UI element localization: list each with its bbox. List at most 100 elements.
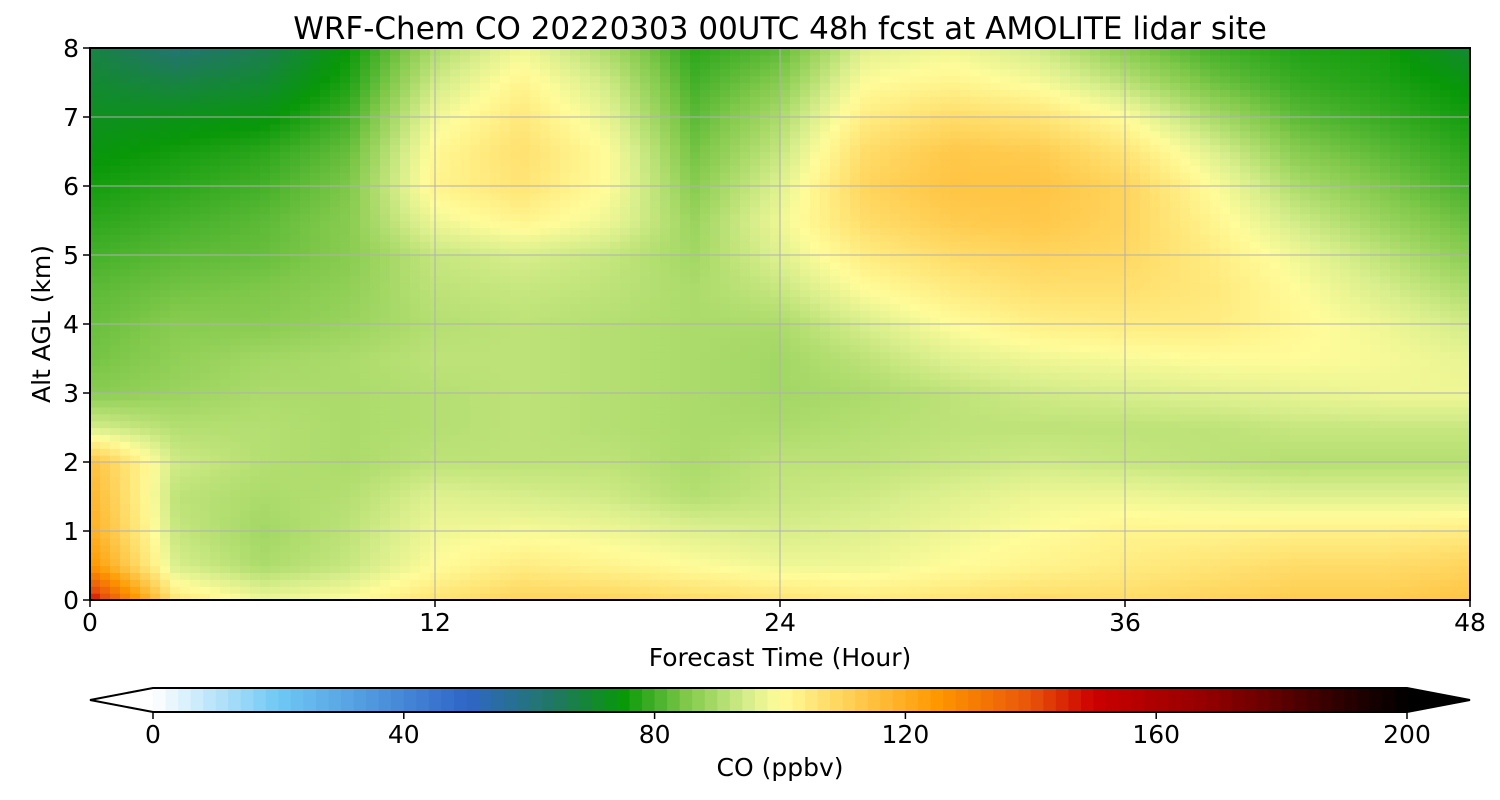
heatmap-cell — [130, 455, 141, 463]
heatmap-cell — [450, 241, 461, 249]
heatmap-cell — [200, 220, 211, 228]
heatmap-cell — [420, 61, 431, 70]
heatmap-cell — [360, 123, 371, 132]
heatmap-cell — [390, 317, 401, 325]
heatmap-cell — [570, 317, 581, 325]
heatmap-cell — [150, 241, 161, 249]
heatmap-cell — [420, 213, 431, 222]
heatmap-cell — [470, 448, 481, 456]
heatmap-cell — [200, 544, 211, 553]
heatmap-cell — [240, 130, 251, 139]
heatmap-cell — [220, 406, 231, 415]
heatmap-cell — [100, 537, 111, 546]
heatmap-cell — [420, 220, 431, 228]
heatmap-cell — [410, 586, 421, 594]
heatmap-cell — [270, 255, 281, 263]
heatmap-cell — [670, 537, 681, 546]
heatmap-cell — [660, 282, 671, 291]
heatmap-cell — [580, 572, 591, 580]
heatmap-cell — [100, 524, 111, 532]
heatmap-cell — [140, 117, 151, 125]
heatmap-cell — [500, 344, 511, 353]
heatmap-cell — [680, 517, 691, 525]
heatmap-cell — [250, 330, 261, 339]
heatmap-cell — [580, 586, 591, 594]
heatmap-cell — [690, 75, 701, 84]
heatmap-cell — [480, 186, 491, 194]
heatmap-cell — [140, 172, 151, 180]
heatmap-cell — [110, 379, 121, 387]
heatmap-cell — [170, 130, 181, 139]
heatmap-cell — [680, 586, 691, 594]
heatmap-cell — [180, 268, 191, 277]
heatmap-cell — [250, 296, 261, 304]
heatmap-cell — [410, 137, 421, 146]
heatmap-cell — [690, 317, 701, 325]
heatmap-cell — [420, 558, 431, 567]
heatmap-cell — [130, 165, 141, 173]
heatmap-cell — [510, 593, 521, 601]
heatmap-cell — [200, 234, 211, 242]
heatmap-cell — [540, 579, 551, 587]
heatmap-cell — [420, 75, 431, 84]
heatmap-cell — [680, 593, 691, 601]
heatmap-cell — [420, 482, 431, 491]
heatmap-cell — [470, 537, 481, 546]
heatmap-cell — [680, 455, 691, 463]
heatmap-cell — [270, 213, 281, 222]
heatmap-cell — [510, 186, 521, 194]
heatmap-cell — [400, 261, 411, 270]
heatmap-cell — [620, 344, 631, 353]
heatmap-cell — [200, 351, 211, 360]
heatmap-cell — [610, 317, 621, 325]
heatmap-cell — [230, 330, 241, 339]
heatmap-cell — [420, 54, 431, 63]
heatmap-cell — [610, 324, 621, 332]
heatmap-cell — [470, 261, 481, 270]
heatmap-cell — [200, 572, 211, 580]
heatmap-cell — [180, 489, 191, 498]
heatmap-cell — [400, 537, 411, 546]
heatmap-cell — [520, 289, 531, 297]
heatmap-cell — [150, 586, 161, 594]
heatmap-cell — [460, 379, 471, 387]
heatmap-cell — [510, 379, 521, 387]
heatmap-cell — [100, 324, 111, 332]
heatmap-cell — [300, 213, 311, 222]
heatmap-cell — [500, 448, 511, 456]
heatmap-cell — [470, 579, 481, 587]
heatmap-cell — [300, 572, 311, 580]
heatmap-cell — [550, 565, 561, 573]
heatmap-cell — [640, 275, 651, 284]
heatmap-cell — [690, 551, 701, 560]
heatmap-cell — [290, 517, 301, 525]
heatmap-cell — [480, 213, 491, 222]
heatmap-cell — [580, 330, 591, 339]
heatmap-cell — [340, 572, 351, 580]
heatmap-cell — [390, 48, 401, 56]
heatmap-cell — [350, 261, 361, 270]
heatmap-cell — [250, 82, 261, 90]
heatmap-cell — [480, 82, 491, 90]
heatmap-cell — [420, 330, 431, 339]
heatmap-cell — [150, 234, 161, 242]
heatmap-cell — [640, 117, 651, 125]
heatmap-cell — [150, 475, 161, 484]
heatmap-cell — [650, 296, 661, 304]
heatmap-cell — [480, 151, 491, 159]
heatmap-cell — [170, 151, 181, 159]
heatmap-cell — [480, 268, 491, 277]
heatmap-cell — [320, 220, 331, 228]
heatmap-cell — [320, 379, 331, 387]
heatmap-cell — [230, 158, 241, 166]
heatmap-cell — [450, 303, 461, 311]
heatmap-cell — [620, 296, 631, 304]
heatmap-cell — [420, 510, 431, 518]
heatmap-cell — [170, 261, 181, 270]
heatmap-cell — [180, 165, 191, 173]
heatmap-cell — [480, 358, 491, 366]
heatmap-cell — [370, 282, 381, 291]
heatmap-cell — [560, 448, 571, 456]
heatmap-cell — [100, 199, 111, 208]
heatmap-cell — [640, 455, 651, 463]
